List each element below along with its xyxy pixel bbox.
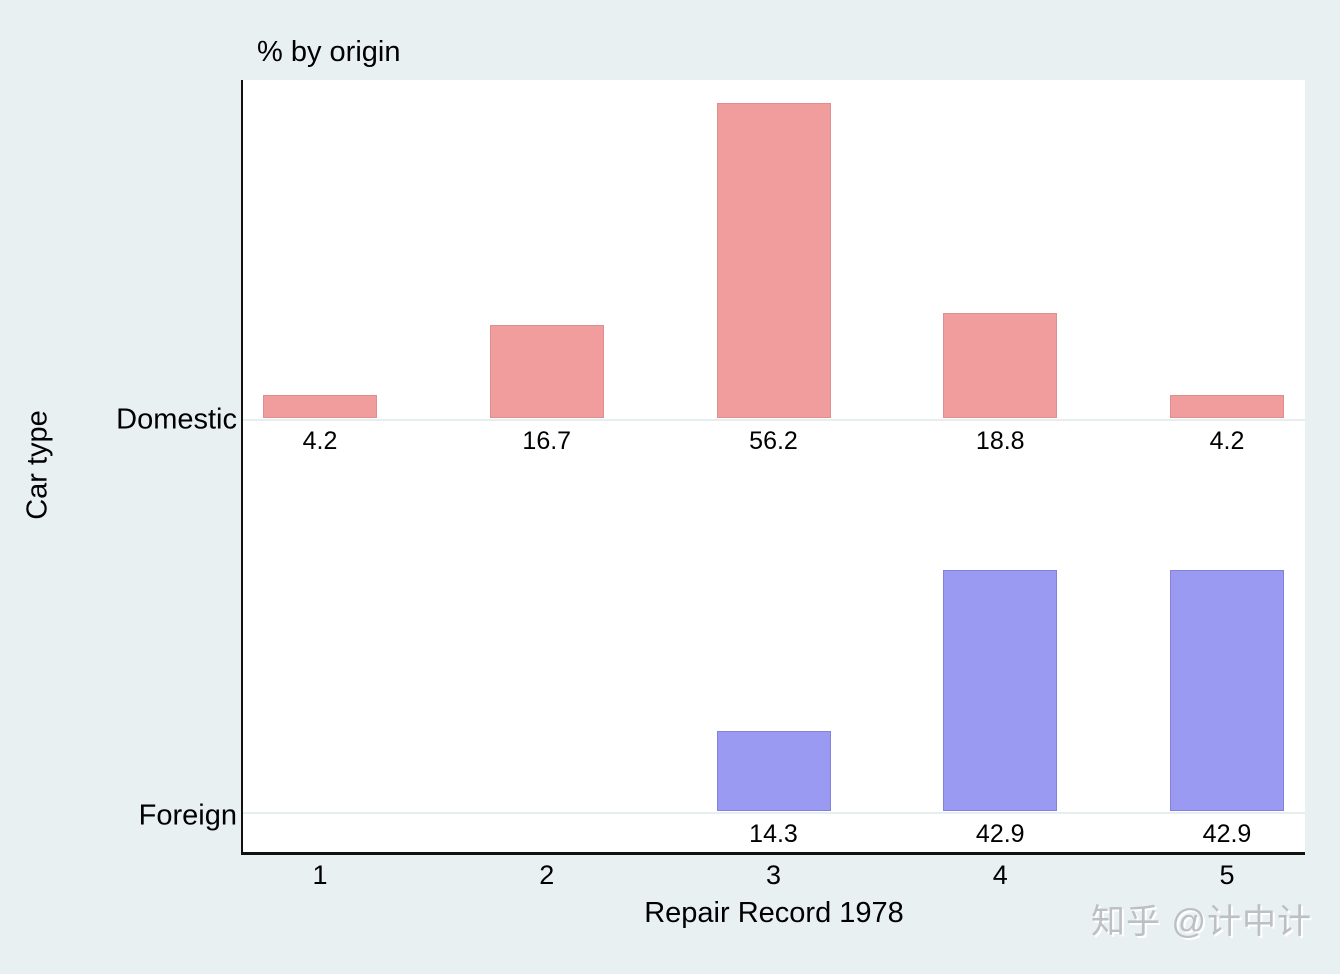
plot-area: 4.2 16.7 56.2 18.8 4.2 14.3 42.9 42.9 [243, 80, 1305, 853]
bar-value-label: 16.7 [522, 426, 572, 455]
bar-value-label: 18.8 [975, 426, 1025, 455]
x-tick-label-4: 4 [992, 860, 1008, 890]
bar-domestic-5 [1170, 394, 1284, 419]
y-axis-line [241, 80, 243, 855]
bar-value-label: 14.3 [749, 819, 798, 848]
bar-value-label: 4.2 [302, 426, 338, 455]
y-axis-label: Car type [21, 410, 54, 520]
bar-foreign-4 [943, 570, 1058, 812]
bar-domestic-4 [943, 312, 1058, 419]
bar-foreign-3 [716, 731, 831, 812]
panel-baseline [243, 418, 1305, 421]
bar-domestic-1 [263, 394, 377, 419]
category-label-foreign: Foreign [138, 799, 237, 832]
x-axis-line [241, 852, 1305, 855]
x-tick-label-2: 2 [539, 860, 555, 890]
bar-value-label: 4.2 [1209, 426, 1245, 455]
category-label-domestic: Domestic [116, 403, 237, 436]
bar-value-label: 42.9 [975, 819, 1025, 848]
x-tick-label-1: 1 [312, 860, 328, 890]
x-tick-label-5: 5 [1219, 860, 1235, 890]
bar-value-label: 56.2 [749, 426, 798, 455]
watermark: 知乎 @计中计 [1091, 903, 1312, 941]
bar-domestic-2 [489, 324, 604, 419]
x-axis-title: Repair Record 1978 [644, 897, 904, 929]
chart-title: % by origin [257, 36, 401, 68]
x-tick-label-3: 3 [765, 860, 782, 890]
bar-value-label: 42.9 [1202, 819, 1252, 848]
bar-foreign-5 [1170, 570, 1284, 812]
bar-domestic-3 [716, 102, 831, 419]
panel-baseline [243, 811, 1305, 814]
